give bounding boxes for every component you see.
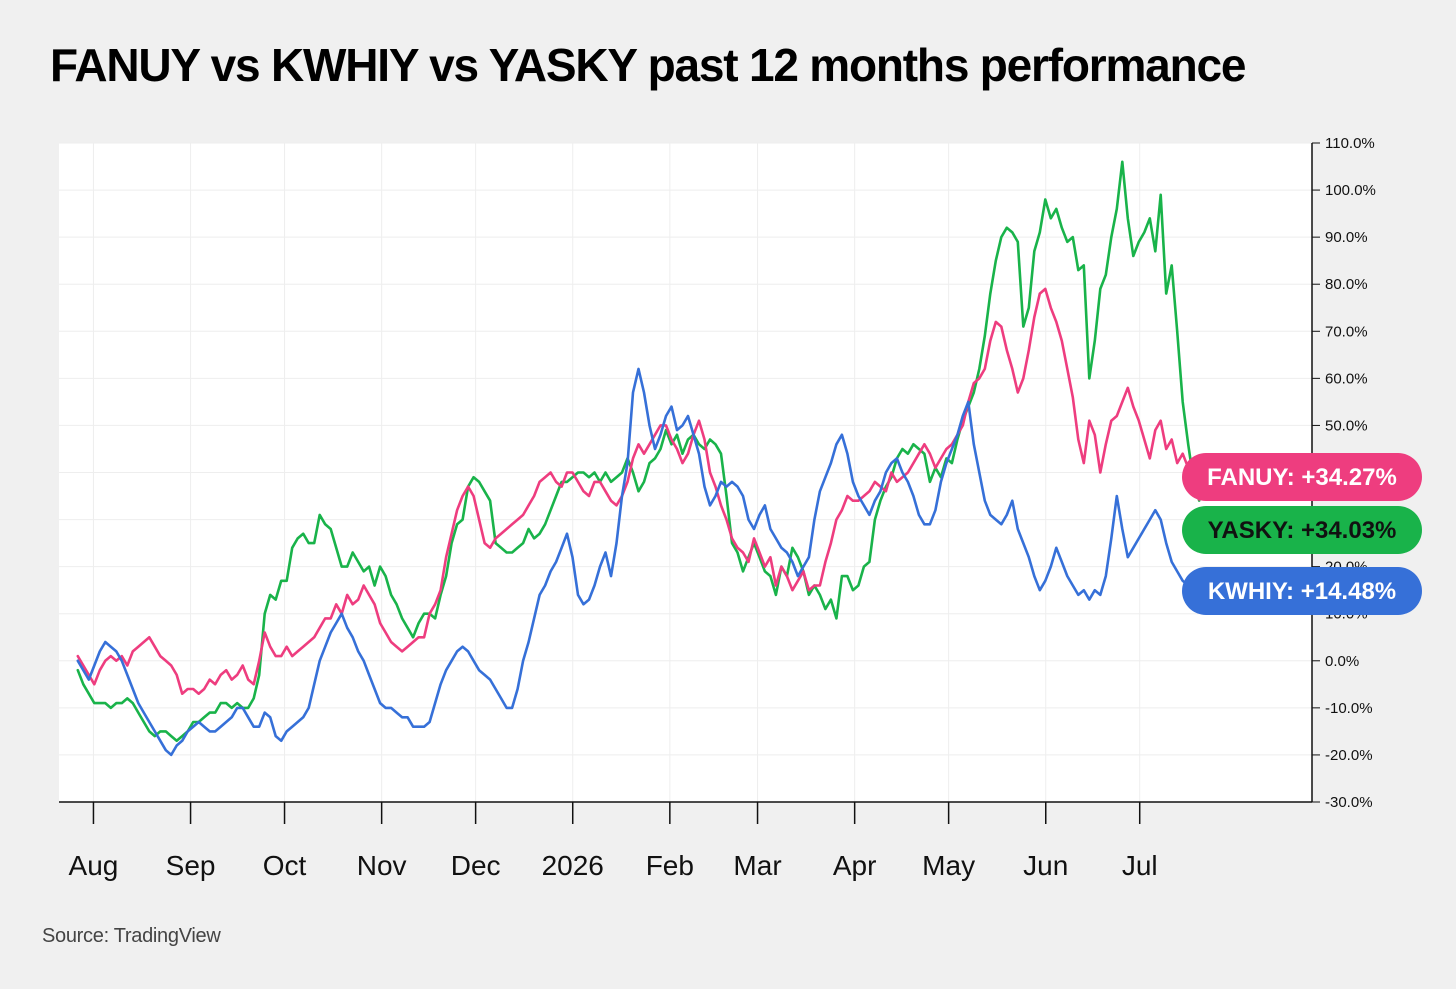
y-tick-label: 110.0% xyxy=(1325,135,1375,152)
badge-label: YASKY: +34.03% xyxy=(1208,517,1397,544)
x-tick-label: Dec xyxy=(451,850,501,881)
badge-fanuy: FANUY: +34.27% xyxy=(1182,453,1422,501)
series-line-yasky xyxy=(76,160,1201,743)
badge-pill xyxy=(1182,506,1422,554)
x-tick-label: Feb xyxy=(646,850,694,881)
x-tick-label: Nov xyxy=(357,850,407,881)
badge-label: FANUY: +34.27% xyxy=(1207,464,1397,491)
x-tick-label: Mar xyxy=(733,850,781,881)
y-tick-label: 80.0% xyxy=(1325,276,1368,293)
badge-label: KWHIY: +14.48% xyxy=(1208,578,1396,605)
y-tick-label: 60.0% xyxy=(1325,370,1368,387)
x-tick-label: Jun xyxy=(1023,850,1068,881)
y-tick-label: 100.0% xyxy=(1325,182,1376,199)
badge-pill xyxy=(1182,453,1422,501)
x-tick-label: Apr xyxy=(833,850,877,881)
badge-pill xyxy=(1182,567,1422,615)
gridlines xyxy=(59,142,1312,803)
x-tick-label: Sep xyxy=(166,850,216,881)
series-line-fanuy xyxy=(76,287,1201,696)
y-tick-label: 70.0% xyxy=(1325,323,1368,340)
y-tick-label: 90.0% xyxy=(1325,229,1368,246)
badge-kwhiy: KWHIY: +14.48% xyxy=(1182,567,1422,615)
x-tick-label: Aug xyxy=(69,850,119,881)
series-lines xyxy=(76,160,1201,757)
axes: 110.0%100.0%90.0%80.0%70.0%60.0%50.0%40.… xyxy=(59,135,1376,881)
y-tick-label: 0.0% xyxy=(1325,653,1359,670)
y-tick-label: -20.0% xyxy=(1325,747,1373,764)
x-tick-label: Jul xyxy=(1122,850,1158,881)
chart-title: FANUY vs KWHIY vs YASKY past 12 months p… xyxy=(50,39,1246,91)
badge-yasky: YASKY: +34.03% xyxy=(1182,506,1422,554)
source-note: Source: TradingView xyxy=(42,925,221,947)
y-tick-label: 50.0% xyxy=(1325,417,1368,434)
x-tick-label: May xyxy=(922,850,975,881)
series-line-kwhiy xyxy=(76,367,1201,757)
y-tick-label: -10.0% xyxy=(1325,700,1373,717)
series-value-badges: FANUY: +34.27% YASKY: +34.03% KWHIY: +14.4… xyxy=(1182,453,1422,615)
y-tick-label: -30.0% xyxy=(1325,794,1373,811)
x-tick-label: Oct xyxy=(263,850,307,881)
x-tick-label: 2026 xyxy=(542,850,604,881)
